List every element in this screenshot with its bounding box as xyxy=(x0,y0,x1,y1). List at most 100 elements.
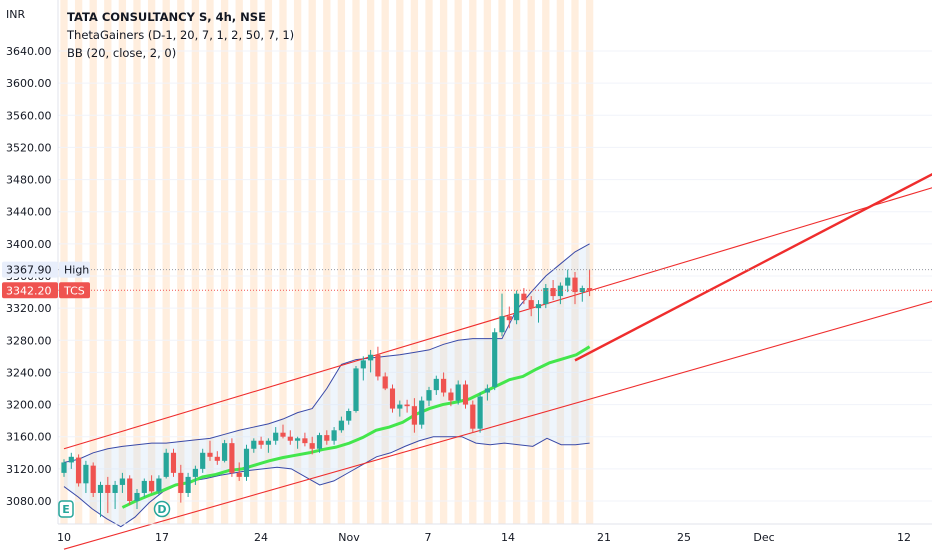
session-stripe xyxy=(337,0,346,524)
session-stripe xyxy=(133,0,141,524)
candle-body xyxy=(229,443,235,473)
price-tag-box xyxy=(2,282,58,299)
marker-shape xyxy=(58,500,74,518)
candle xyxy=(360,356,366,381)
candle xyxy=(207,440,213,461)
candle-body xyxy=(492,332,498,387)
candle-body xyxy=(557,285,563,297)
candle-body xyxy=(368,354,374,361)
session-stripe xyxy=(308,0,316,524)
indicator-thetagainers[interactable]: ThetaGainers (D-1, 20, 7, 1, 2, 50, 7, 1… xyxy=(67,28,295,42)
time-tick-label: Dec xyxy=(753,531,774,544)
symbol-title[interactable]: TATA CONSULTANCY S, 4h, NSE xyxy=(67,10,266,24)
candle-body xyxy=(375,354,381,377)
candle xyxy=(528,296,534,317)
candle-body xyxy=(499,316,505,333)
candle-body xyxy=(360,360,366,369)
time-axis: 10 17 24 Nov 7 14 21 25 Dec 12 xyxy=(57,523,932,544)
candle-body xyxy=(119,478,125,485)
session-stripe xyxy=(469,0,477,524)
candle xyxy=(338,416,344,433)
price-tag-box xyxy=(2,261,58,278)
candle xyxy=(368,349,374,373)
candle xyxy=(141,478,147,497)
candle-body xyxy=(397,404,403,409)
event-marker[interactable]: D xyxy=(153,500,171,518)
time-tick-label: 10 xyxy=(57,531,71,544)
candle xyxy=(346,408,352,425)
candle xyxy=(127,475,133,506)
candle xyxy=(295,436,301,449)
upper-band xyxy=(63,243,590,463)
session-stripe xyxy=(556,0,565,524)
candle xyxy=(170,448,177,477)
candle xyxy=(389,384,396,413)
ma-line xyxy=(121,345,591,509)
candle xyxy=(492,328,498,391)
session-stripe xyxy=(235,0,243,524)
candle-body xyxy=(353,368,359,411)
candle-body xyxy=(462,384,469,405)
session-stripe xyxy=(250,0,258,524)
candle-body xyxy=(441,378,447,393)
session-stripe xyxy=(162,0,170,524)
time-tick-label: 17 xyxy=(155,531,169,544)
candle xyxy=(411,398,417,433)
candle xyxy=(331,427,337,445)
price-tag-value: 3367.90 xyxy=(6,264,52,277)
candle-body xyxy=(83,464,89,484)
candle xyxy=(178,464,184,503)
price-tick-label: 3280.00 xyxy=(6,334,52,347)
candle-body xyxy=(243,448,250,477)
candle-body xyxy=(90,465,96,493)
event-marker[interactable]: E xyxy=(58,500,74,518)
candle-body xyxy=(550,288,556,297)
session-stripe xyxy=(410,0,419,524)
candle xyxy=(97,481,104,518)
candle xyxy=(324,430,330,445)
candle xyxy=(90,462,96,497)
session-stripe xyxy=(498,0,506,524)
candles xyxy=(61,269,593,518)
candle xyxy=(119,472,125,493)
session-stripe xyxy=(396,0,404,524)
candle-body xyxy=(309,443,315,449)
candle-body xyxy=(61,462,67,473)
candle-body xyxy=(404,404,410,407)
candle xyxy=(200,448,206,473)
candle xyxy=(433,375,439,395)
candle-body xyxy=(214,456,220,461)
candle-body xyxy=(76,457,82,484)
price-tick-label: 3320.00 xyxy=(6,302,52,315)
candle xyxy=(149,475,155,493)
price-tag-value: 3342.20 xyxy=(6,284,52,297)
time-tick-label: 14 xyxy=(501,531,515,544)
candle xyxy=(375,346,381,381)
candle-body xyxy=(236,472,242,477)
candle-body xyxy=(382,376,388,389)
price-tick-label: 3600.00 xyxy=(6,77,52,90)
session-stripe xyxy=(89,0,97,524)
trend-line xyxy=(63,187,932,450)
indicator-bollinger[interactable]: BB (20, close, 2, 0) xyxy=(67,46,177,60)
candle xyxy=(382,372,388,391)
band-fill xyxy=(64,243,590,527)
candle-body xyxy=(258,440,264,445)
session-stripe xyxy=(177,0,185,524)
session-stripe xyxy=(118,0,127,524)
candle-body xyxy=(528,300,534,309)
candle xyxy=(273,427,279,445)
candle-body xyxy=(251,440,257,449)
candle-body xyxy=(565,277,571,286)
candle xyxy=(506,306,512,329)
candle-body xyxy=(222,443,228,461)
candle-body xyxy=(134,492,140,501)
candle-body xyxy=(273,432,279,441)
candle xyxy=(163,448,169,479)
price-tick-label: 3160.00 xyxy=(6,431,52,444)
session-stripe xyxy=(381,0,389,524)
candle xyxy=(514,290,520,325)
candle xyxy=(448,388,454,407)
candle xyxy=(587,269,593,297)
